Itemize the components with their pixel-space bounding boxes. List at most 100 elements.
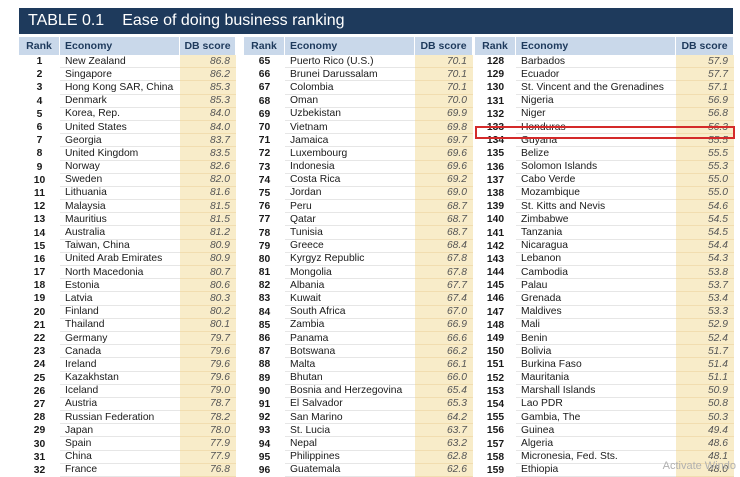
score-cell: 70.1: [415, 68, 473, 82]
rank-cell: 69: [258, 108, 271, 120]
table-row: 84 South Africa 67.0: [244, 305, 473, 319]
score-cell: 54.4: [676, 239, 734, 253]
score-cell: 63.2: [415, 437, 473, 451]
score-cell: 52.9: [676, 318, 734, 332]
table-row: 89 Bhutan 66.0: [244, 371, 473, 385]
score-cell: 70.1: [415, 81, 473, 95]
economy-cell: North Macedonia: [60, 266, 180, 280]
table-row: 141 Tanzania 54.5: [475, 226, 734, 240]
score-cell: 69.7: [415, 134, 473, 148]
score-header: DB score: [676, 37, 734, 55]
rank-cell: 7: [36, 135, 43, 147]
table-row: 94 Nepal 63.2: [244, 437, 473, 451]
rank-cell: 8: [36, 148, 43, 160]
economy-cell: Australia: [60, 226, 180, 240]
score-cell: 79.6: [180, 358, 236, 372]
rank-cell: 129: [486, 69, 505, 81]
economy-cell: Gambia, The: [516, 411, 676, 425]
rank-header: Rank: [19, 37, 60, 55]
rank-cell: 25: [33, 372, 46, 384]
rank-cell: 27: [33, 398, 46, 410]
score-cell: 80.1: [180, 318, 236, 332]
economy-cell: Palau: [516, 279, 676, 293]
rank-cell: 155: [486, 412, 505, 424]
economy-cell: Bosnia and Herzegovina: [285, 385, 415, 398]
rank-cell: 131: [486, 95, 505, 107]
score-cell: 70.1: [415, 55, 473, 69]
table-row: 88 Malta 66.1: [244, 358, 473, 372]
rank-cell: 156: [486, 425, 505, 437]
activation-watermark: Activate Windo: [662, 460, 736, 472]
rank-header: Rank: [244, 37, 285, 55]
table-row: 14 Australia 81.2: [19, 226, 236, 240]
score-cell: 51.4: [676, 358, 734, 372]
economy-cell: Cambodia: [516, 266, 676, 280]
economy-cell: Cabo Verde: [516, 174, 676, 187]
economy-cell: Mali: [516, 319, 676, 332]
rank-cell: 94: [258, 438, 271, 450]
table-row: 144 Cambodia 53.8: [475, 266, 734, 280]
economy-cell: Mauritius: [60, 213, 180, 227]
economy-cell: Latvia: [60, 292, 180, 306]
table-header-row: Rank Economy DB score: [475, 37, 734, 55]
score-cell: 80.6: [180, 279, 236, 293]
score-cell: 69.6: [415, 147, 473, 161]
economy-cell: Belize: [516, 147, 676, 161]
table-row: 158 Micronesia, Fed. Sts. 48.1: [475, 450, 734, 464]
table-panel-1: Rank Economy DB score 1 New Zealand 86.8 2 Sing…: [19, 37, 236, 477]
score-cell: 66.6: [415, 331, 473, 346]
rank-cell: 159: [486, 464, 505, 476]
rank-cell: 21: [33, 319, 46, 331]
score-cell: 86.8: [180, 55, 236, 69]
economy-cell: Guyana: [516, 134, 676, 148]
rank-cell: 142: [486, 240, 505, 252]
economy-cell: Botswana: [285, 345, 415, 359]
table-row: 9 Norway 82.6: [19, 160, 236, 174]
rank-cell: 153: [486, 385, 505, 397]
table-row: 15 Taiwan, China 80.9: [19, 239, 236, 253]
economy-cell: United States: [60, 121, 180, 135]
rank-cell: 79: [258, 240, 271, 252]
table-panel-2: Rank Economy DB score 65 Puerto Rico (U.S.) 7…: [244, 37, 473, 477]
table-row: 1 New Zealand 86.8: [19, 55, 236, 69]
rank-cell: 87: [258, 346, 271, 358]
rank-cell: 134: [486, 135, 505, 147]
score-cell: 67.8: [415, 266, 473, 280]
table-row: 96 Guatemala 62.6: [244, 463, 473, 477]
score-cell: 52.4: [676, 331, 734, 346]
table-row: 76 Peru 68.7: [244, 200, 473, 214]
economy-cell: Barbados: [516, 55, 676, 69]
table-title: Ease of doing business ranking: [122, 12, 345, 29]
economy-cell: Kazakhstan: [60, 372, 180, 385]
economy-cell: Uzbekistan: [285, 108, 415, 121]
table-row: 11 Lithuania 81.6: [19, 186, 236, 201]
economy-cell: Nepal: [285, 437, 415, 451]
rank-cell: 148: [486, 319, 505, 331]
table-row: 143 Lebanon 54.3: [475, 252, 734, 266]
rank-cell: 2: [36, 69, 43, 81]
score-header: DB score: [180, 37, 236, 55]
economy-cell: Thailand: [60, 319, 180, 332]
rank-cell: 145: [486, 280, 505, 292]
economy-cell: China: [60, 451, 180, 464]
economy-cell: St. Lucia: [285, 424, 415, 438]
table-row: 7 Georgia 83.7: [19, 134, 236, 148]
score-cell: 49.4: [676, 424, 734, 438]
score-cell: 65.3: [415, 397, 473, 412]
score-cell: 81.5: [180, 200, 236, 214]
rank-cell: 3: [36, 82, 43, 94]
economy-cell: Tunisia: [285, 226, 415, 240]
economy-cell: Marshall Islands: [516, 385, 676, 398]
economy-cell: Mauritania: [516, 372, 676, 385]
economy-cell: Tanzania: [516, 226, 676, 240]
economy-cell: Finland: [60, 306, 180, 319]
rank-cell: 24: [33, 359, 46, 371]
table-row: 79 Greece 68.4: [244, 239, 473, 253]
table-row: 82 Albania 67.7: [244, 279, 473, 293]
table-row: 68 Oman 70.0: [244, 94, 473, 108]
economy-cell: Oman: [285, 95, 415, 108]
score-cell: 48.6: [676, 437, 734, 451]
rank-cell: 5: [36, 108, 43, 120]
score-cell: 82.0: [180, 173, 236, 187]
score-cell: 53.4: [676, 292, 734, 306]
